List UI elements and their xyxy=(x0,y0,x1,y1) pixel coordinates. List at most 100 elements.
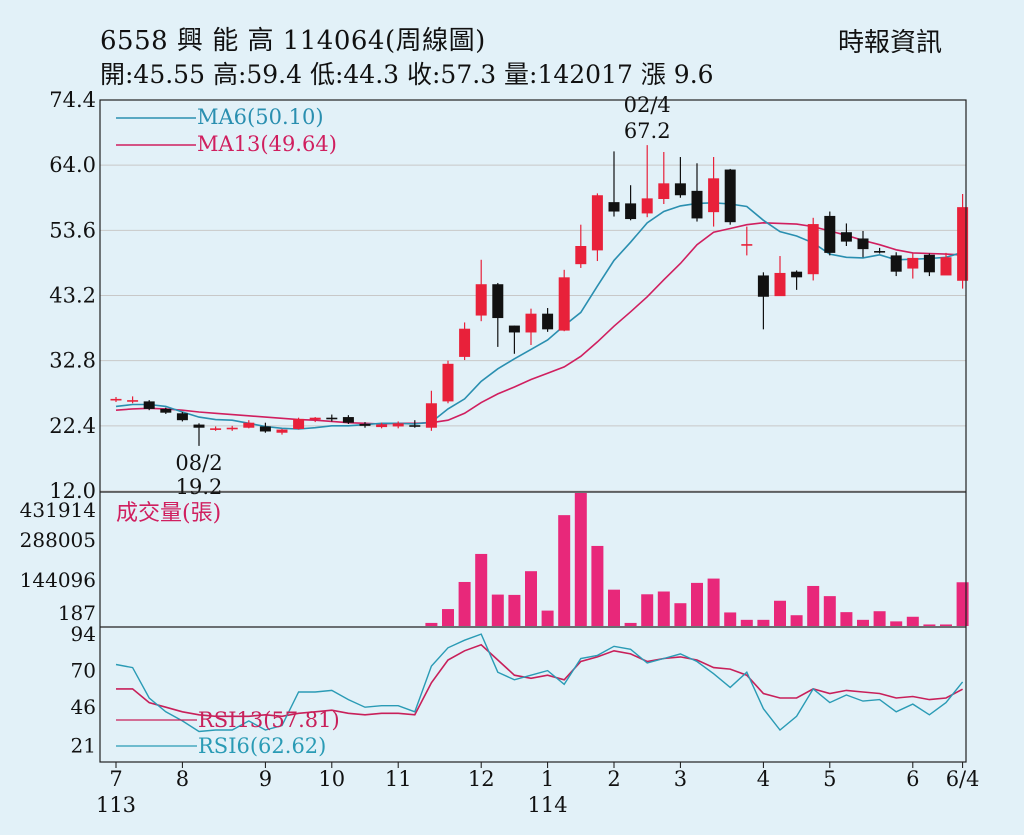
low-date-label: 08/2 xyxy=(175,451,222,475)
candle-body xyxy=(774,272,786,297)
candle xyxy=(492,282,504,347)
volume-tick-label: 431914 xyxy=(20,498,96,522)
candle-body xyxy=(193,424,205,428)
candle xyxy=(259,422,271,433)
candle-body xyxy=(459,328,471,357)
candle xyxy=(674,157,686,198)
candle xyxy=(708,157,720,227)
chart-title: 6558 興 能 高 114064(周線圖) xyxy=(100,26,486,56)
candle xyxy=(857,230,869,258)
low-value-label: 19.2 xyxy=(176,475,223,499)
volume-bar xyxy=(857,619,869,626)
volume-bar xyxy=(541,610,554,626)
ma13-legend-label: MA13(49.64) xyxy=(197,132,337,156)
volume-tick-label: 144096 xyxy=(20,568,96,592)
volume-tick-label: 187 xyxy=(58,601,96,625)
candle xyxy=(691,163,703,222)
candle-body xyxy=(359,423,371,426)
x-tick-label: 6/4 xyxy=(946,767,980,791)
x-tick-label: 12 xyxy=(468,767,495,791)
candle xyxy=(110,397,122,403)
rsi-tick-label: 70 xyxy=(71,659,96,683)
volume-bar xyxy=(724,612,737,626)
candle-body xyxy=(176,413,188,421)
candle-body xyxy=(940,257,952,276)
candle xyxy=(376,422,388,429)
x-tick-label: 1 xyxy=(541,767,554,791)
year-label: 114 xyxy=(528,793,568,817)
candle-body xyxy=(791,271,803,278)
moving-average-lines xyxy=(115,201,963,430)
candle-body xyxy=(558,277,570,331)
volume-bar xyxy=(790,615,803,626)
price-tick-label: 43.2 xyxy=(49,284,96,308)
candle-body xyxy=(674,183,686,196)
price-grid xyxy=(100,99,966,492)
candle xyxy=(591,193,603,262)
volume-bar xyxy=(508,594,521,626)
candle xyxy=(442,360,454,404)
candle-body xyxy=(425,403,437,428)
candle-body xyxy=(342,417,354,423)
candle xyxy=(840,223,852,246)
high-date-label: 02/4 xyxy=(624,93,671,117)
price-tick-label: 22.4 xyxy=(49,414,96,438)
volume-bar xyxy=(807,585,820,626)
candlesticks xyxy=(110,145,969,446)
candle xyxy=(143,400,155,411)
candle-body xyxy=(492,284,504,319)
candle xyxy=(459,322,471,361)
volume-bar xyxy=(940,624,952,626)
candle xyxy=(160,407,172,414)
volume-bar xyxy=(923,624,936,626)
candle xyxy=(824,211,836,256)
rsi-panel: 94 70 46 21 RSI13(57.81)RSI6(62.62) xyxy=(71,622,964,758)
candle-body xyxy=(591,195,603,251)
rsi13-legend-label: RSI13(57.81) xyxy=(198,708,340,732)
candle xyxy=(957,193,969,289)
candle xyxy=(210,426,222,431)
volume-bar xyxy=(774,600,786,626)
candle-body xyxy=(160,408,172,413)
candle xyxy=(542,308,554,332)
candle xyxy=(558,269,570,332)
candle xyxy=(525,308,537,346)
candle xyxy=(508,325,520,354)
ma6-legend-label: MA6(50.10) xyxy=(197,105,324,129)
candle-body xyxy=(259,426,271,432)
candle xyxy=(791,270,803,290)
candle xyxy=(127,396,139,404)
candle xyxy=(608,151,620,217)
candle xyxy=(923,253,935,277)
chart-frame xyxy=(99,99,967,763)
volume-bar xyxy=(608,589,620,626)
volume-tick-label: 288005 xyxy=(20,528,96,552)
volume-bar xyxy=(906,616,919,626)
candle-body xyxy=(840,232,852,242)
candle-body xyxy=(641,198,653,214)
candle-body xyxy=(475,284,487,316)
candle-body xyxy=(127,400,139,402)
price-tick-label: 12.0 xyxy=(49,479,96,503)
x-tick-label: 3 xyxy=(674,767,687,791)
price-axis: 74.4 64.0 53.6 43.2 32.8 22.4 12.0 xyxy=(49,88,96,503)
candle-body xyxy=(110,398,122,401)
volume-bar xyxy=(823,596,836,626)
candle-body xyxy=(708,178,720,213)
volume-bar xyxy=(624,622,637,626)
candle xyxy=(575,224,587,268)
volume-bar xyxy=(840,612,853,626)
price-annotations: 02/467.2 08/219.2 xyxy=(175,93,670,499)
panel-frame xyxy=(99,99,967,763)
candle xyxy=(807,217,819,281)
rsi-tick-label: 46 xyxy=(71,695,96,719)
candle xyxy=(293,417,305,430)
price-legend: MA6(50.10) MA13(49.64) xyxy=(116,105,337,156)
volume-bar xyxy=(525,571,537,626)
x-tick-label: 10 xyxy=(318,767,345,791)
candle xyxy=(757,272,769,330)
candle-body xyxy=(857,238,869,250)
candle-body xyxy=(807,224,819,275)
volume-bar xyxy=(558,515,571,626)
candle-body xyxy=(957,207,969,281)
